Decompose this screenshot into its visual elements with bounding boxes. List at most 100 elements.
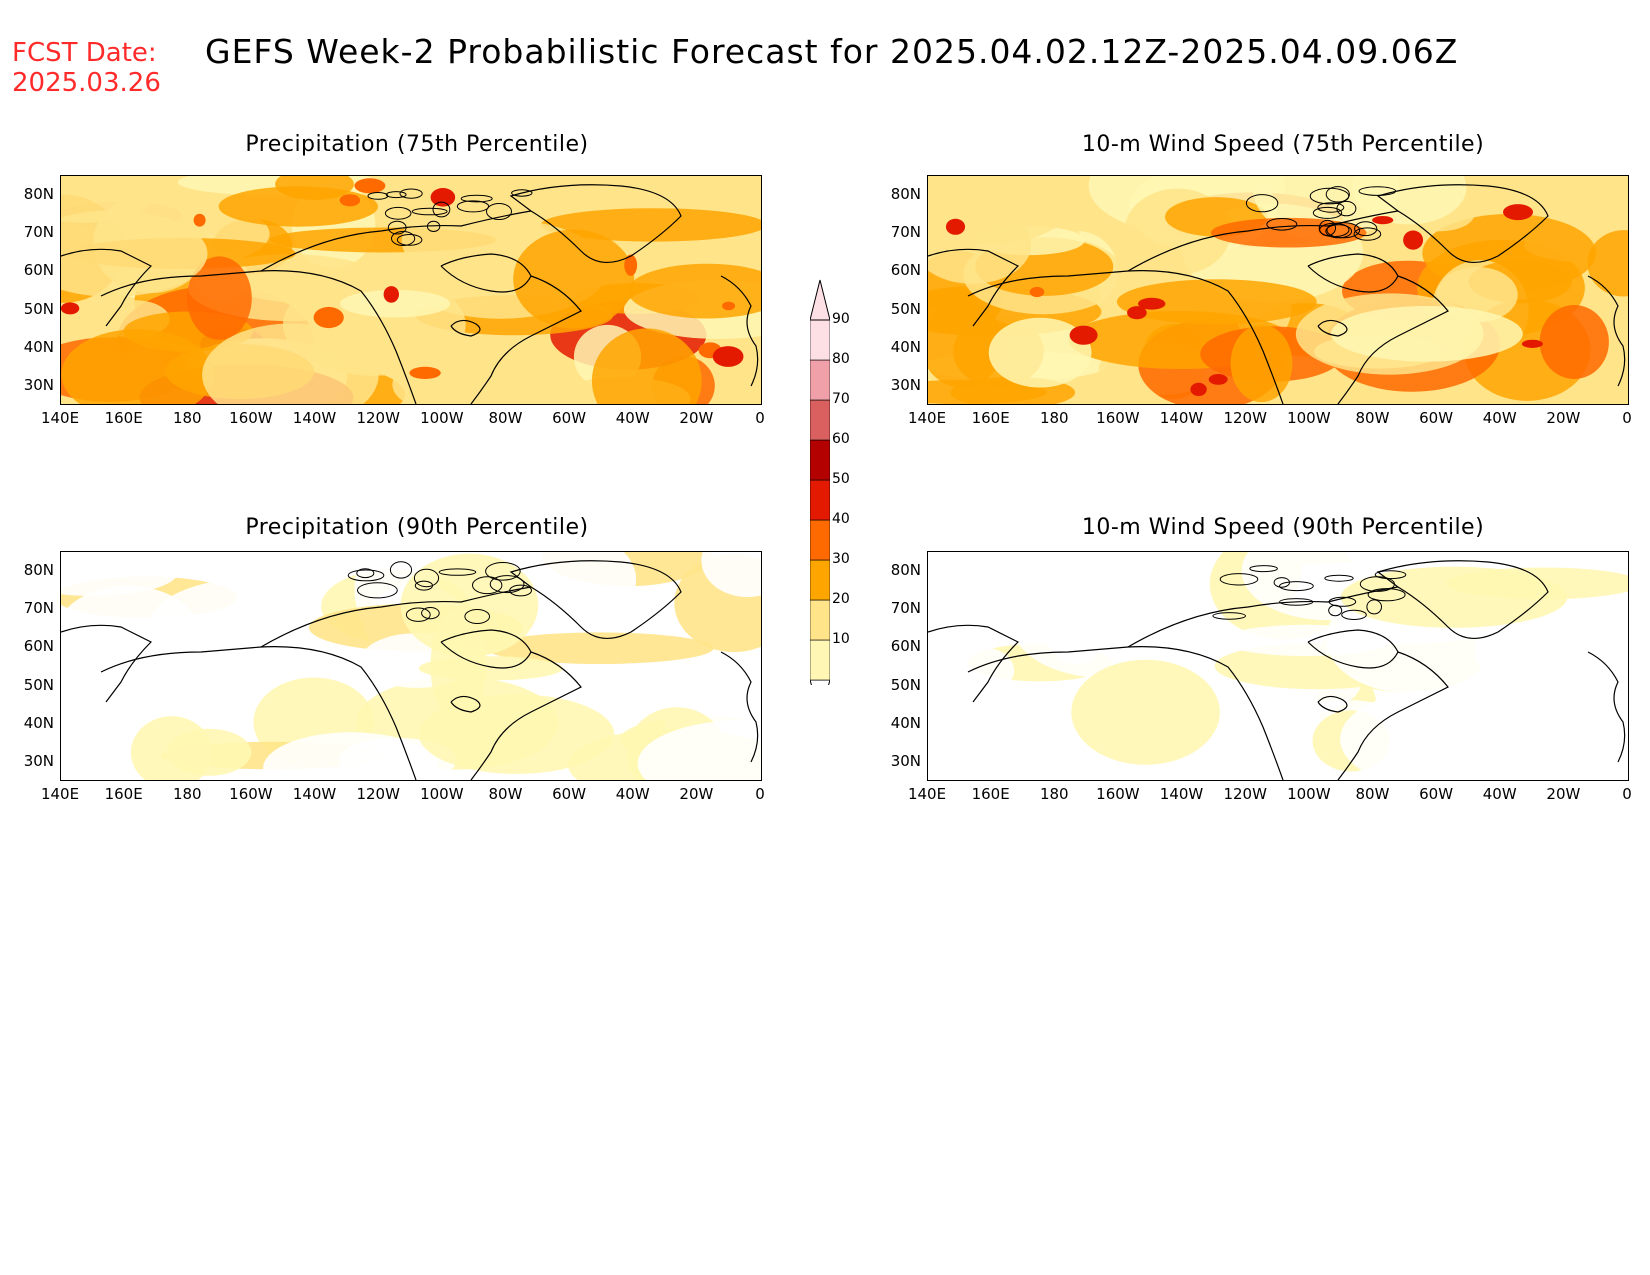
colorbar-tick-label: 60 [832, 431, 850, 447]
lat-label: 50N [23, 675, 54, 694]
colorbar-tick-label: 80 [832, 351, 850, 367]
lon-label: 140W [292, 785, 337, 803]
island-outline [411, 207, 448, 216]
colorbar-swatch [810, 399, 830, 441]
island-outline [391, 231, 416, 246]
probability-contour [1116, 279, 1317, 325]
colorbar-min-arrow [810, 679, 830, 685]
probability-contour [513, 229, 635, 329]
lon-label: 60W [552, 409, 587, 427]
island-outline [1312, 206, 1343, 219]
map-wind90 [927, 551, 1629, 781]
lat-label: 50N [23, 299, 54, 318]
island-outline [1219, 573, 1259, 586]
island-outline [486, 203, 512, 220]
probability-contour [263, 732, 439, 780]
probability-contour [701, 552, 761, 598]
lon-label: 180 [172, 409, 202, 427]
coastline [1317, 695, 1348, 713]
island-outline [432, 201, 451, 218]
lon-label: 180 [1039, 409, 1069, 427]
island-outline [384, 206, 412, 220]
lon-label: 80W [488, 785, 523, 803]
colorbar-tick-label: 30 [832, 551, 850, 567]
lon-label: 0 [755, 409, 765, 427]
probability-maximum [722, 301, 736, 311]
probability-maximum [1127, 306, 1147, 320]
island-outline [1318, 219, 1336, 237]
island-outline [1367, 588, 1406, 602]
lat-label: 60N [890, 637, 921, 656]
island-outline [1374, 570, 1407, 580]
probability-maximum [1069, 325, 1098, 345]
lon-label: 20W [679, 785, 714, 803]
island-outline [396, 234, 423, 246]
probability-contour [61, 681, 116, 773]
colorbar-tick-label: 20 [832, 591, 850, 607]
probability-contour [1340, 690, 1530, 780]
probability-contour [339, 290, 451, 318]
lon-label: 20W [1546, 409, 1581, 427]
island-outline [1328, 604, 1343, 617]
lon-label: 180 [1039, 785, 1069, 803]
lat-label: 70N [23, 599, 54, 618]
probability-contour [400, 553, 539, 657]
forecast-date-value: 2025.03.26 [12, 68, 161, 98]
island-outline [421, 607, 440, 620]
probability-contour [1230, 324, 1293, 403]
lon-label: 160W [229, 785, 273, 803]
coastline [967, 646, 1284, 780]
probability-maximum [61, 302, 80, 315]
lon-label: 0 [1622, 785, 1632, 803]
lon-label: 20W [1546, 785, 1581, 803]
lon-label: 40W [615, 409, 650, 427]
map-wind75 [927, 175, 1629, 405]
probability-maximum [339, 194, 361, 207]
probability-contour [1539, 305, 1609, 379]
island-outline [367, 192, 389, 200]
coastline [967, 270, 1284, 404]
coastline [720, 651, 759, 763]
island-outline [357, 582, 398, 599]
probability-maximum [1503, 204, 1533, 221]
coastline [928, 624, 1020, 703]
colorbar-swatch [810, 479, 830, 521]
coastline [1337, 651, 1449, 780]
colorbar-swatch [810, 519, 830, 561]
lat-label: 30N [23, 376, 54, 394]
probability-contour [61, 552, 179, 596]
island-outline [389, 561, 413, 579]
probability-maximum [624, 254, 638, 276]
island-outline [426, 220, 441, 233]
colorbar-swatch [810, 439, 830, 481]
coastline [928, 248, 1020, 327]
colorbar-tick-label: 70 [832, 391, 850, 407]
lon-label: 160W [229, 409, 273, 427]
island-outline [489, 575, 525, 594]
island-outline [387, 220, 407, 235]
probability-contour [928, 301, 1004, 388]
lat-label: 40N [890, 337, 921, 356]
lon-label: 120W [1223, 409, 1267, 427]
probability-maximum [1208, 374, 1228, 385]
lat-label: 70N [23, 223, 54, 242]
coastline [509, 560, 682, 639]
probability-contour [1071, 659, 1220, 765]
figure-title: GEFS Week-2 Probabilistic Forecast for 2… [205, 32, 1459, 71]
panel-title-precip90: Precipitation (90th Percentile) [245, 515, 589, 540]
lon-label: 120W [356, 409, 400, 427]
probability-maximum [409, 366, 441, 379]
panel-title-wind90: 10-m Wind Speed (90th Percentile) [1081, 515, 1485, 540]
colorbar-tick-label: 40 [832, 511, 850, 527]
probability-contour [1340, 566, 1568, 628]
colorbar-tick-label: 50 [832, 471, 850, 487]
forecast-date-block: FCST Date: 2025.03.26 [12, 38, 161, 98]
probability-maximum [945, 218, 966, 235]
lon-label: 40W [1482, 409, 1517, 427]
probability-maximum [193, 213, 206, 227]
lon-label: 100W [1287, 785, 1331, 803]
lon-label: 60W [1419, 785, 1454, 803]
lon-label: 80W [1355, 785, 1390, 803]
lon-label: 120W [1223, 785, 1267, 803]
lat-label: 60N [23, 637, 54, 656]
